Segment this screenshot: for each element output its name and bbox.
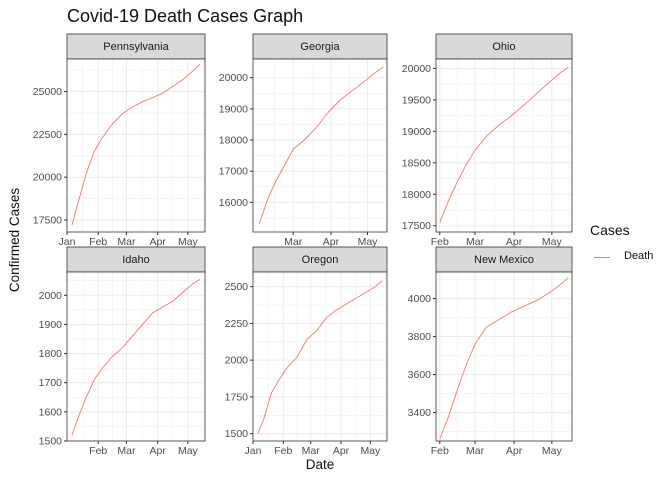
panel-ohio-tick-label-y: 18000 bbox=[402, 189, 431, 201]
panel-oregon-tick-label-y: 1750 bbox=[225, 391, 249, 403]
panel-new-mexico-strip-label: New Mexico bbox=[474, 254, 534, 266]
panel-idaho-tick-label-x: May bbox=[178, 445, 199, 457]
panel-ohio-tick-label-y: 19000 bbox=[402, 126, 431, 138]
panel-new-mexico-tick-label-y: 4000 bbox=[408, 293, 432, 305]
panel-oregon-tick-label-x: Mar bbox=[302, 445, 321, 457]
panel-new-mexico-series-death bbox=[439, 277, 569, 440]
panel-oregon-background bbox=[253, 272, 387, 441]
panel-ohio-tick-label-y: 18500 bbox=[402, 157, 431, 169]
legend-title: Cases bbox=[590, 222, 630, 238]
panel-ohio-tick-label-y: 19500 bbox=[402, 94, 431, 106]
panel-oregon-tick-label-y: 2000 bbox=[225, 355, 249, 367]
panel-idaho-tick-label-y: 1900 bbox=[39, 319, 63, 331]
panel-new-mexico-tick-label-x: Feb bbox=[431, 445, 449, 457]
panel-oregon-strip bbox=[252, 246, 388, 273]
panel-oregon-strip-label: Oregon bbox=[302, 254, 339, 266]
panel-georgia-tick-label-x: Mar bbox=[284, 236, 303, 248]
panel-oregon-tick-label-x: Feb bbox=[274, 445, 292, 457]
panel-idaho-tick-label-x: Apr bbox=[149, 445, 166, 457]
panel-georgia-tick-label-y: 18000 bbox=[219, 135, 248, 147]
panel-idaho-tick-label-y: 1700 bbox=[39, 377, 63, 389]
panel-pennsylvania-strip bbox=[66, 33, 206, 60]
panel-ohio-tick-label-y: 17500 bbox=[402, 220, 431, 232]
chart-title: Covid-19 Death Cases Graph bbox=[67, 6, 304, 26]
panel-pennsylvania-tick-label-y: 25000 bbox=[33, 86, 62, 98]
panel-pennsylvania-tick-label-x: May bbox=[178, 236, 199, 248]
panel-idaho-border bbox=[66, 271, 206, 442]
panel-ohio-tick-label-y: 20000 bbox=[402, 63, 431, 75]
legend-key-line bbox=[594, 257, 610, 258]
panel-ohio-tick-label-x: Mar bbox=[466, 236, 485, 248]
panel-oregon-tick-label-x: Apr bbox=[333, 445, 350, 457]
panel-ohio-border bbox=[435, 58, 573, 233]
panel-georgia-strip-label: Georgia bbox=[300, 41, 340, 53]
panel-pennsylvania-strip-label: Pennsylvania bbox=[103, 41, 169, 53]
panel-ohio-tick-label-x: Apr bbox=[506, 236, 523, 248]
panel-oregon-tick-label-x: Jan bbox=[245, 445, 262, 457]
panel-idaho-strip bbox=[66, 246, 206, 273]
panel-pennsylvania-tick-label-x: Mar bbox=[117, 236, 136, 248]
panel-pennsylvania-tick-label-y: 22500 bbox=[33, 129, 62, 141]
panel-new-mexico-tick-label-y: 3400 bbox=[408, 407, 432, 419]
panel-idaho-series-death bbox=[71, 278, 201, 436]
panel-georgia-background bbox=[253, 59, 387, 232]
panel-ohio-tick-label-x: May bbox=[542, 236, 563, 248]
panel-new-mexico-border bbox=[435, 271, 573, 442]
panel-georgia-tick-label-x: May bbox=[358, 236, 379, 248]
panel-oregon-tick-label-y: 2250 bbox=[225, 318, 249, 330]
panel-idaho-tick-label-y: 1800 bbox=[39, 348, 63, 360]
panel-georgia-tick-label-x: Apr bbox=[323, 236, 340, 248]
panel-new-mexico-tick-label-x: May bbox=[542, 445, 563, 457]
panel-ohio-strip bbox=[435, 33, 573, 60]
panel-new-mexico-tick-label-x: Apr bbox=[506, 445, 523, 457]
panel-georgia-series-death bbox=[258, 66, 384, 225]
panel-new-mexico-tick-label-y: 3800 bbox=[408, 331, 432, 343]
panel-georgia-tick-label-y: 20000 bbox=[219, 72, 248, 84]
y-axis-label: Confirmed Cases bbox=[7, 188, 22, 293]
panel-pennsylvania-tick-label-y: 20000 bbox=[33, 172, 62, 184]
x-axis-label: Date bbox=[306, 457, 335, 472]
panel-oregon-tick-label-y: 2500 bbox=[225, 281, 249, 293]
panel-georgia-border bbox=[252, 58, 388, 233]
legend: Cases Death bbox=[590, 222, 670, 262]
panel-ohio-strip-label: Ohio bbox=[492, 41, 515, 53]
panel-idaho-tick-label-y: 1500 bbox=[39, 436, 63, 448]
panel-oregon-border bbox=[252, 271, 388, 442]
panel-idaho-tick-label-x: Feb bbox=[89, 445, 107, 457]
panel-pennsylvania-tick-label-x: Apr bbox=[149, 236, 166, 248]
panel-pennsylvania-tick-label-x: Feb bbox=[89, 236, 107, 248]
panel-new-mexico-strip bbox=[435, 246, 573, 273]
panel-oregon-tick-label-x: May bbox=[360, 445, 381, 457]
panel-oregon-tick-label-y: 1500 bbox=[225, 428, 249, 440]
panel-new-mexico-tick-label-y: 3600 bbox=[408, 369, 432, 381]
panel-georgia-tick-label-y: 16000 bbox=[219, 197, 248, 209]
panel-idaho-background bbox=[67, 272, 205, 441]
panel-oregon-series-death bbox=[257, 280, 383, 434]
panel-idaho-tick-label-y: 1600 bbox=[39, 406, 63, 418]
panel-idaho-strip-label: Idaho bbox=[122, 254, 150, 266]
legend-item-death: Death bbox=[594, 248, 672, 266]
panel-idaho-tick-label-y: 2000 bbox=[39, 290, 63, 302]
panel-new-mexico-tick-label-x: Mar bbox=[466, 445, 485, 457]
panel-ohio-background bbox=[436, 59, 572, 232]
panel-ohio-series-death bbox=[439, 66, 569, 223]
panel-georgia-tick-label-y: 17000 bbox=[219, 166, 248, 178]
legend-label: Death bbox=[624, 250, 654, 262]
panel-pennsylvania-background bbox=[67, 59, 205, 232]
panel-ohio-tick-label-x: Feb bbox=[431, 236, 449, 248]
panel-pennsylvania-tick-label-x: Jan bbox=[59, 236, 76, 248]
panel-georgia-tick-label-y: 19000 bbox=[219, 103, 248, 115]
panel-pennsylvania-border bbox=[66, 58, 206, 233]
panel-pennsylvania-tick-label-y: 17500 bbox=[33, 215, 62, 227]
panel-idaho-tick-label-x: Mar bbox=[117, 445, 136, 457]
panel-pennsylvania-series-death bbox=[71, 63, 201, 226]
